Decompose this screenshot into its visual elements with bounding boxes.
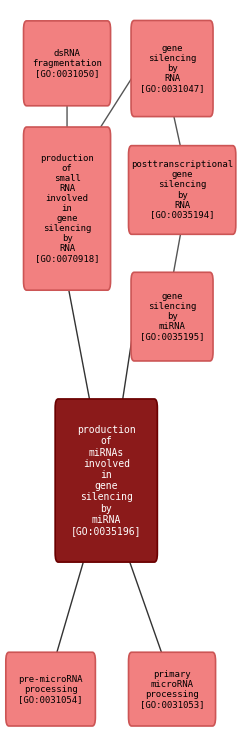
Text: production
of
small
RNA
involved
in
gene
silencing
by
RNA
[GO:0070918]: production of small RNA involved in gene…	[35, 154, 99, 263]
Text: gene
silencing
by
RNA
[GO:0031047]: gene silencing by RNA [GO:0031047]	[139, 44, 203, 93]
FancyBboxPatch shape	[128, 146, 235, 234]
FancyBboxPatch shape	[6, 653, 95, 726]
Text: posttranscriptional
gene
silencing
by
RNA
[GO:0035194]: posttranscriptional gene silencing by RN…	[131, 160, 232, 220]
FancyBboxPatch shape	[131, 20, 212, 116]
FancyBboxPatch shape	[128, 653, 215, 726]
Text: production
of
miRNAs
involved
in
gene
silencing
by
miRNA
[GO:0035196]: production of miRNAs involved in gene si…	[71, 425, 141, 536]
FancyBboxPatch shape	[23, 21, 110, 106]
FancyBboxPatch shape	[131, 273, 212, 361]
FancyBboxPatch shape	[55, 399, 157, 562]
Text: dsRNA
fragmentation
[GO:0031050]: dsRNA fragmentation [GO:0031050]	[32, 48, 102, 78]
Text: primary
microRNA
processing
[GO:0031053]: primary microRNA processing [GO:0031053]	[139, 670, 203, 708]
FancyBboxPatch shape	[23, 127, 110, 291]
Text: gene
silencing
by
miRNA
[GO:0035195]: gene silencing by miRNA [GO:0035195]	[139, 292, 203, 341]
Text: pre-microRNA
processing
[GO:0031054]: pre-microRNA processing [GO:0031054]	[18, 674, 82, 704]
